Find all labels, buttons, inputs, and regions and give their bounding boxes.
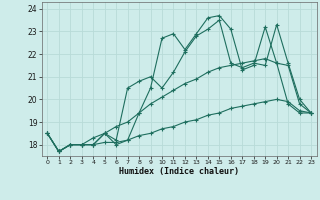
X-axis label: Humidex (Indice chaleur): Humidex (Indice chaleur)	[119, 167, 239, 176]
